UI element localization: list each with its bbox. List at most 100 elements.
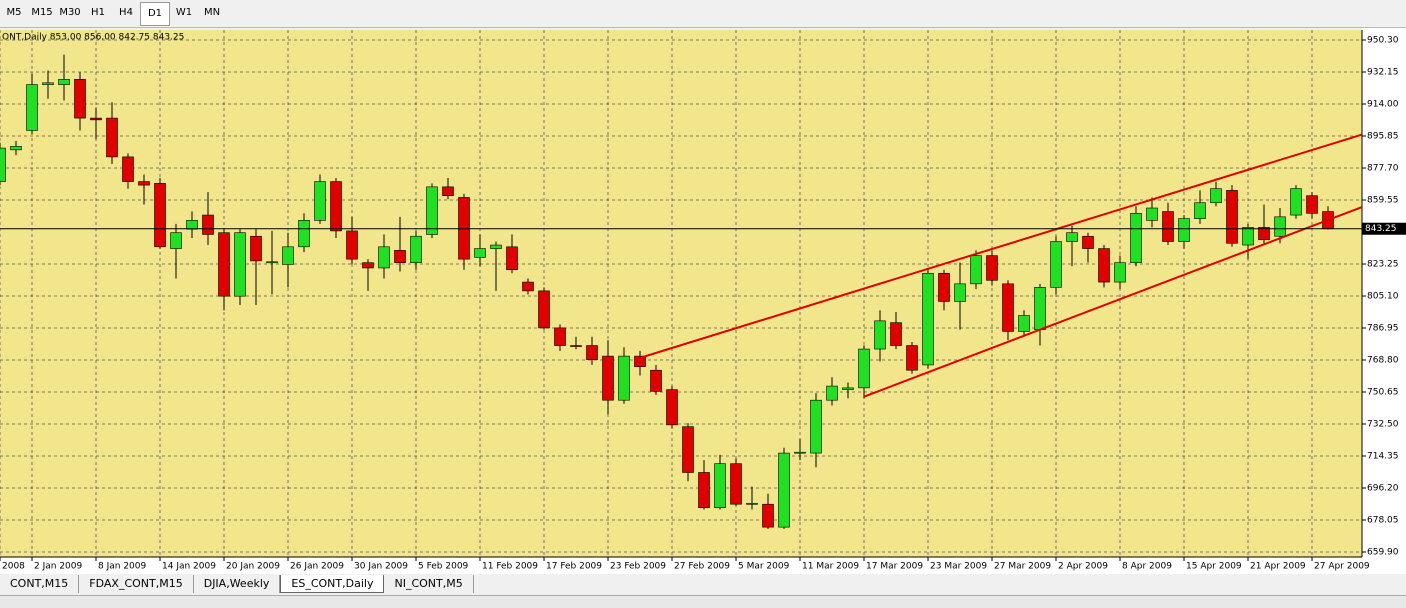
candle-body (826, 385, 838, 401)
y-tick-label: 932.15 (1367, 67, 1399, 77)
x-tick-label: 11 Mar 2009 (802, 562, 859, 572)
candle-body (394, 250, 406, 263)
candle-body (90, 117, 102, 121)
candle-body (1098, 248, 1110, 283)
time-axis (0, 557, 1362, 574)
y-tick-label: 877.70 (1367, 163, 1399, 173)
candle-body (474, 248, 486, 258)
candle-body (378, 246, 390, 269)
candle-body (1050, 241, 1062, 288)
price-label: 843.25 (1365, 224, 1397, 234)
candle-body (1018, 315, 1030, 332)
x-tick-label: 2 Jan 2009 (34, 562, 82, 572)
chart-tab[interactable]: DJIA,Weekly (194, 575, 281, 593)
candle-body (1210, 188, 1222, 204)
candle-body (490, 244, 502, 249)
y-tick-label: 950.30 (1367, 35, 1399, 45)
candle-body (1178, 218, 1190, 242)
candle-body (602, 355, 614, 401)
x-tick-label: 5 Feb 2009 (418, 562, 469, 572)
candle-body (42, 82, 54, 85)
candle-body (794, 451, 806, 454)
candle-body (1242, 227, 1254, 246)
candle-body (618, 355, 630, 401)
candle-body (298, 220, 310, 248)
candle-body (586, 345, 598, 360)
chart-tab[interactable]: FDAX_CONT,M15 (79, 575, 194, 593)
y-tick-label: 732.50 (1367, 419, 1399, 429)
candle-body (634, 355, 646, 367)
x-tick-label: 23 Feb 2009 (610, 562, 666, 572)
candle-body (986, 255, 998, 281)
candle-body (682, 426, 694, 473)
chart-tab[interactable]: NI_CONT,M5 (384, 575, 474, 593)
candle-body (714, 463, 726, 509)
candle-body (858, 348, 870, 389)
y-tick-label: 895.85 (1367, 131, 1399, 141)
candle-body (282, 246, 294, 265)
price-label-box (1362, 222, 1406, 235)
candle-body (186, 220, 198, 230)
candle-body (506, 246, 518, 271)
candle-body (362, 262, 374, 269)
y-tick-label: 768.80 (1367, 355, 1399, 365)
timeframe-button[interactable]: H1 (91, 7, 105, 18)
y-tick-label: 750.65 (1367, 387, 1399, 397)
timeframe-button[interactable]: W1 (175, 7, 193, 18)
x-tick-label: 15 Apr 2009 (1186, 562, 1242, 572)
candle-body (778, 452, 790, 528)
candle-body (650, 369, 662, 392)
candle-body (202, 214, 214, 235)
candle-body (138, 181, 150, 186)
chart-tab[interactable]: ES_CONT,Daily (280, 575, 385, 593)
candle-body (314, 181, 326, 221)
chart-tab[interactable]: CONT,M15 (0, 575, 80, 593)
x-tick-label: 17 Feb 2009 (546, 562, 602, 572)
plot-area (0, 30, 1362, 557)
timeframe-button[interactable]: M5 (6, 7, 22, 18)
x-tick-label: 27 Feb 2009 (674, 562, 730, 572)
y-tick-label: 786.95 (1367, 323, 1399, 333)
candle-body (538, 290, 550, 329)
candle-body (1162, 211, 1174, 242)
candle-body (250, 235, 262, 262)
x-tick-label: 21 Apr 2009 (1250, 562, 1306, 572)
candle-body (218, 232, 230, 297)
timeframe-button[interactable]: MN (203, 7, 221, 18)
candle-body (1258, 227, 1270, 241)
candle-body (762, 503, 774, 528)
timeframe-button[interactable]: M30 (59, 7, 81, 18)
x-tick-label: 2008 (2, 562, 25, 572)
timeframe-button[interactable]: M15 (31, 7, 53, 18)
candle-body (1274, 216, 1286, 237)
candle-body (730, 463, 742, 505)
y-tick-label: 659.90 (1367, 547, 1399, 557)
x-tick-label: 17 Mar 2009 (866, 562, 923, 572)
x-tick-label: 20 Jan 2009 (226, 562, 280, 572)
candle-body (106, 117, 118, 158)
x-tick-label: 8 Apr 2009 (1122, 562, 1172, 572)
candle-body (410, 235, 422, 263)
candle-body (1114, 262, 1126, 283)
candle-body (698, 472, 710, 509)
x-tick-label: 8 Jan 2009 (98, 562, 146, 572)
trend-line (863, 206, 1362, 398)
x-tick-label: 2 Apr 2009 (1058, 562, 1108, 572)
x-tick-label: 27 Mar 2009 (994, 562, 1051, 572)
candle-body (954, 283, 966, 302)
candle-body (74, 79, 86, 119)
candle-body (554, 327, 566, 346)
chart-header: ONT,Daily 853.00 856.00 842.75 843.25 (2, 33, 184, 43)
candle-body (1146, 207, 1158, 221)
y-tick-label: 823.25 (1367, 259, 1399, 269)
timeframe-button[interactable]: H4 (119, 7, 133, 18)
y-tick-label: 805.10 (1367, 291, 1399, 301)
candle-body (170, 232, 182, 249)
candle-body (1066, 232, 1078, 242)
candle-body (1226, 190, 1238, 244)
candle-body (0, 147, 6, 182)
candle-body (810, 399, 822, 454)
timeframe-button[interactable]: D1 (140, 2, 170, 26)
candle-body (10, 146, 22, 151)
price-axis (1362, 28, 1406, 574)
